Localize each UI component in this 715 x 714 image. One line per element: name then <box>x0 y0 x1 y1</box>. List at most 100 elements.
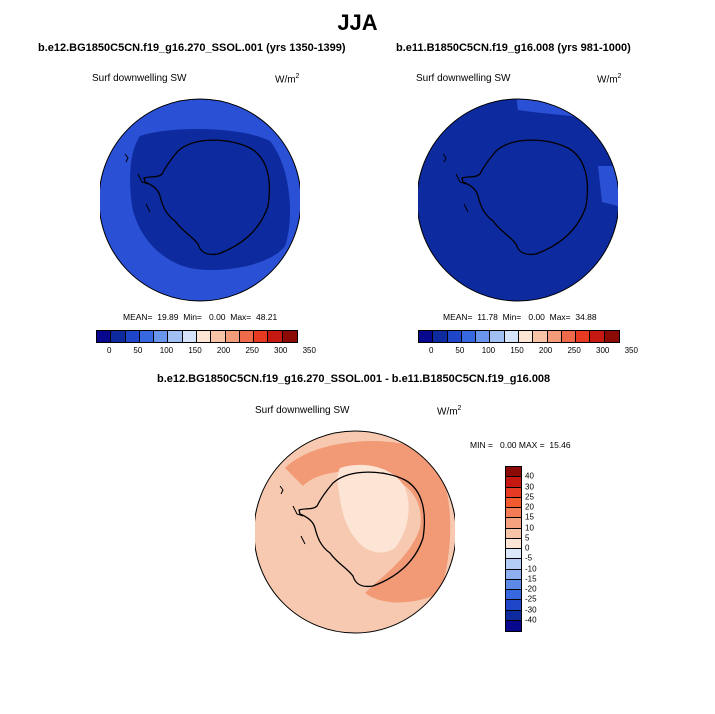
colorbar-cell <box>547 331 562 342</box>
colorbar-cell <box>506 467 521 478</box>
diff-units: W/m2 <box>437 405 462 418</box>
colorbar-abs-2 <box>418 330 620 343</box>
colorbar-cell <box>433 331 448 342</box>
colorbar-tick-label: 5 <box>525 533 530 543</box>
colorbar-tick-label: 300 <box>596 346 610 355</box>
colorbar-cell <box>533 331 548 342</box>
colorbar-cell <box>506 528 521 539</box>
panel2-antarctica-outline <box>461 139 589 256</box>
colorbar-cell <box>476 331 491 342</box>
colorbar-cell <box>506 518 521 529</box>
panel1-title: b.e12.BG1850C5CN.f19_g16.270_SSOL.001 (y… <box>38 42 346 54</box>
colorbar-tick-label: 50 <box>133 346 143 355</box>
panel2-stats: MEAN= 11.78 Min= 0.00 Max= 34.88 <box>443 312 597 322</box>
colorbar-cell <box>196 331 212 342</box>
colorbar-diff-labels: 40 30 25 20 15 10 5 0 -5 -10 -15 -20 -25 -30 -40 <box>525 466 555 630</box>
colorbar-cell <box>139 331 155 342</box>
colorbar-cell <box>506 477 521 488</box>
colorbar-cell <box>182 331 197 342</box>
colorbar-cell <box>239 331 255 342</box>
colorbar-cell <box>506 610 521 621</box>
colorbar-cell <box>506 579 521 590</box>
colorbar-cell <box>604 331 619 342</box>
diff-antarctica-outline <box>298 471 426 588</box>
colorbar-tick-label: 25 <box>525 492 534 502</box>
colorbar-tick-label: 30 <box>525 482 534 491</box>
colorbar-cell <box>490 331 505 342</box>
colorbar-tick-label: -25 <box>525 594 537 604</box>
colorbar-cell <box>168 331 183 342</box>
panel1-stats: MEAN= 19.89 Min= 0.00 Max= 48.21 <box>123 312 278 322</box>
colorbar-tick-label: 200 <box>538 346 553 355</box>
panel1-variable: Surf downwelling SW <box>92 73 187 84</box>
colorbar-tick-label: -5 <box>525 553 533 563</box>
colorbar-cell <box>211 331 226 342</box>
panel1-antarctica-outline <box>143 139 271 256</box>
colorbar-cell <box>111 331 126 342</box>
colorbar-cell <box>461 331 477 342</box>
season-title: JJA <box>337 10 378 35</box>
colorbar-tick-label: 20 <box>525 502 534 512</box>
colorbar-cell <box>506 538 521 549</box>
colorbar-tick-label: 150 <box>188 346 202 355</box>
colorbar-cell <box>506 497 521 508</box>
colorbar-cell <box>576 331 591 342</box>
colorbar-cell <box>506 569 521 580</box>
colorbar-tick-label: 50 <box>455 346 465 355</box>
panel2-south-america-tip <box>442 153 469 213</box>
colorbar-tick-label: 15 <box>525 512 534 522</box>
panel2-inner-field <box>418 99 618 301</box>
colorbar-tick-label: 0 <box>525 543 530 553</box>
colorbar-tick-label: -30 <box>525 605 537 614</box>
colorbar-cell <box>447 331 462 342</box>
panel2-title: b.e11.B1850C5CN.f19_g16.008 (yrs 981-100… <box>396 42 631 54</box>
colorbar-tick-label: -20 <box>525 584 537 594</box>
colorbar-tick-label: 150 <box>510 346 524 355</box>
colorbar-tick-label: 10 <box>525 523 534 532</box>
panel2-variable: Surf downwelling SW <box>416 73 511 84</box>
colorbar-tick-label: -10 <box>525 564 537 573</box>
colorbar-cell <box>506 590 521 601</box>
panel2-map <box>418 98 618 302</box>
panel1-units: W/m2 <box>275 73 300 86</box>
colorbar-cell <box>268 331 283 342</box>
colorbar-cell <box>225 331 240 342</box>
colorbar-cell <box>561 331 577 342</box>
colorbar-cell <box>590 331 605 342</box>
diff-center-field <box>337 464 409 553</box>
colorbar-cell <box>506 508 521 519</box>
colorbar-tick-label: -40 <box>525 615 537 625</box>
diff-south-america-tip <box>279 485 306 545</box>
colorbar-tick-label: 200 <box>216 346 231 355</box>
colorbar-cell <box>506 600 521 611</box>
colorbar-cell <box>518 331 534 342</box>
colorbar-tick-label: -15 <box>525 574 537 584</box>
colorbar-abs-1-labels: 0 50 100 150 200 250 300 350 <box>96 346 316 356</box>
panel1-south-america-tip <box>124 153 151 213</box>
colorbar-tick-label: 350 <box>624 346 638 355</box>
colorbar-cell <box>506 559 521 570</box>
colorbar-tick-label: 40 <box>525 471 534 481</box>
diff-title: b.e12.BG1850C5CN.f19_g16.270_SSOL.001 - … <box>157 373 551 385</box>
colorbar-cell <box>419 331 434 342</box>
colorbar-tick-label: 250 <box>567 346 581 355</box>
colorbar-tick-label: 300 <box>274 346 288 355</box>
colorbar-tick-label: 250 <box>245 346 259 355</box>
colorbar-cell <box>506 620 521 631</box>
colorbar-cell <box>506 487 521 498</box>
colorbar-tick-label: 0 <box>429 346 434 355</box>
panel1-map <box>100 98 300 302</box>
panel2-units: W/m2 <box>597 73 622 86</box>
colorbar-diff <box>505 466 522 632</box>
colorbar-tick-label: 0 <box>107 346 112 355</box>
diff-variable: Surf downwelling SW <box>255 405 350 416</box>
colorbar-abs-1 <box>96 330 298 343</box>
colorbar-abs-2-labels: 0 50 100 150 200 250 300 350 <box>418 346 638 356</box>
diff-stats: MIN = 0.00 MAX = 15.46 <box>470 440 571 450</box>
colorbar-tick-label: 350 <box>302 346 316 355</box>
colorbar-cell <box>97 331 112 342</box>
colorbar-tick-label: 100 <box>481 346 496 355</box>
colorbar-cell <box>504 331 519 342</box>
colorbar-cell <box>254 331 269 342</box>
colorbar-cell <box>506 549 521 560</box>
